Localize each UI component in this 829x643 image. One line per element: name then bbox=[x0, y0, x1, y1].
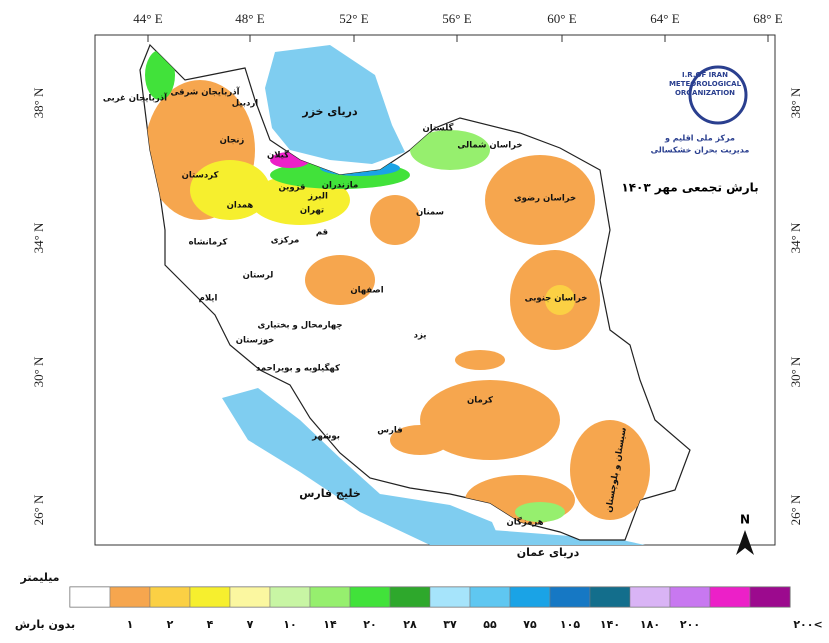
sea-label: دریای خزر bbox=[301, 105, 358, 118]
legend-label: ۷۵ bbox=[523, 618, 537, 631]
legend-swatch bbox=[269, 586, 311, 608]
legend-label: ۴ bbox=[207, 618, 214, 631]
province-label: اصفهان bbox=[350, 286, 383, 296]
province-label: ایلام bbox=[199, 294, 218, 304]
legend-unit: میلیمتر bbox=[20, 571, 60, 584]
province-label: چهارمحال و بختیاری bbox=[257, 321, 342, 331]
legend-swatch bbox=[549, 586, 591, 608]
logo-text: مرکز ملی اقلیم و bbox=[664, 134, 735, 143]
province-label: خوزستان bbox=[236, 336, 275, 346]
persian-gulf bbox=[222, 388, 502, 545]
legend-label: ۲۸ bbox=[403, 618, 417, 631]
province-label: قم bbox=[316, 228, 328, 238]
caspian-sea bbox=[265, 45, 405, 164]
legend-swatch bbox=[669, 586, 711, 608]
legend-swatch bbox=[589, 586, 631, 608]
province-label: گیلان bbox=[267, 150, 289, 161]
logo-text: I.R.OF IRAN bbox=[682, 71, 728, 79]
legend-swatch bbox=[189, 586, 231, 608]
legend-no-rain: بدون بارش bbox=[15, 618, 75, 631]
legend-swatch bbox=[749, 586, 791, 608]
province-label: همدان bbox=[227, 201, 254, 211]
longitude-label: 56° E bbox=[442, 11, 471, 26]
legend-label: ۱۸۰ bbox=[640, 618, 660, 631]
longitude-label: 52° E bbox=[339, 11, 368, 26]
map-title: بارش تجمعی مهر ۱۴۰۳ bbox=[621, 181, 758, 195]
legend-label: ۲۰۰ bbox=[680, 618, 700, 631]
latitude-label: 26° N bbox=[788, 494, 803, 525]
legend-swatch bbox=[709, 586, 751, 608]
province-label: هرمزگان bbox=[506, 517, 543, 528]
legend-swatch bbox=[469, 586, 511, 608]
sea-label: دریای عمان bbox=[517, 546, 580, 559]
latitude-label: 30° N bbox=[31, 356, 46, 387]
province-label: خراسان رضوی bbox=[514, 194, 576, 204]
longitude-label: 68° E bbox=[753, 11, 782, 26]
legend-label: ۳۷ bbox=[443, 618, 457, 631]
latitude-label: 34° N bbox=[788, 222, 803, 253]
longitude-label: 48° E bbox=[235, 11, 264, 26]
precip-fill bbox=[145, 50, 650, 525]
province-label: اردبیل bbox=[232, 99, 259, 109]
logo-text: مدیریت بحران خشکسالی bbox=[651, 146, 750, 155]
legend-label: ۲۰۰< bbox=[793, 618, 822, 631]
legend-label: ۱۴ bbox=[323, 618, 337, 631]
logo-text: METEOROLOGICAL bbox=[669, 80, 742, 88]
legend-swatch bbox=[629, 586, 671, 608]
logo-emblem bbox=[688, 65, 748, 125]
province-label: فارس bbox=[377, 426, 402, 436]
province-label: قزوین bbox=[279, 183, 306, 193]
legend-swatch bbox=[109, 586, 151, 608]
province-label: سمنان bbox=[416, 208, 444, 218]
north-arrow bbox=[736, 530, 754, 555]
province-label: کرمانشاه bbox=[189, 238, 228, 248]
legend-label: ۲۰ bbox=[363, 618, 376, 631]
legend-swatch bbox=[309, 586, 351, 608]
province-label: زنجان bbox=[220, 136, 245, 146]
longitude-label: 60° E bbox=[547, 11, 576, 26]
north-label: N bbox=[740, 513, 750, 527]
province-label: لرستان bbox=[243, 271, 274, 281]
sea-label: خلیج فارس bbox=[299, 487, 361, 500]
province-label: خراسان جنوبی bbox=[525, 294, 588, 304]
legend-label: ۱۴۰ bbox=[600, 618, 620, 631]
province-label: کرمان bbox=[467, 396, 493, 406]
legend-swatch bbox=[229, 586, 271, 608]
latitude-label: 34° N bbox=[31, 222, 46, 253]
legend-swatch bbox=[349, 586, 391, 608]
province-label: بوشهر bbox=[311, 432, 340, 442]
legend-label: ۱۰۵ bbox=[560, 618, 580, 631]
logo-text: ORGANIZATION bbox=[675, 89, 735, 97]
province-label: آذربایجان شرقی bbox=[170, 86, 240, 98]
province-label: خراسان شمالی bbox=[457, 141, 522, 151]
latitude-label: 30° N bbox=[788, 356, 803, 387]
province-label: تهران bbox=[300, 206, 324, 216]
province-label: گلستان bbox=[423, 123, 454, 134]
legend-label: ۵۵ bbox=[483, 618, 497, 631]
latitude-label: 26° N bbox=[31, 494, 46, 525]
latitude-label: 38° N bbox=[788, 87, 803, 118]
legend-swatch bbox=[389, 586, 431, 608]
legend-label: ۷ bbox=[247, 618, 254, 631]
province-label: مازندران bbox=[322, 181, 359, 191]
province-label: کهگیلویه و بویراحمد bbox=[256, 363, 340, 374]
legend-swatch bbox=[149, 586, 191, 608]
legend-label: ۱۰ bbox=[283, 618, 296, 631]
province-label: البرز bbox=[307, 192, 328, 202]
legend-swatch bbox=[69, 586, 111, 608]
gulf-of-oman bbox=[492, 530, 645, 545]
legend-label: ۱ bbox=[127, 618, 134, 631]
latitude-label: 38° N bbox=[31, 87, 46, 118]
province-label: مرکزی bbox=[271, 236, 300, 246]
legend-label: ۲ bbox=[167, 618, 174, 631]
longitude-label: 64° E bbox=[650, 11, 679, 26]
legend-swatch bbox=[509, 586, 551, 608]
province-label: یزد bbox=[414, 331, 427, 341]
province-label: کردستان bbox=[182, 171, 219, 181]
longitude-label: 44° E bbox=[133, 11, 162, 26]
legend-swatch bbox=[429, 586, 471, 608]
province-label: آذربایجان غربی bbox=[103, 92, 168, 104]
